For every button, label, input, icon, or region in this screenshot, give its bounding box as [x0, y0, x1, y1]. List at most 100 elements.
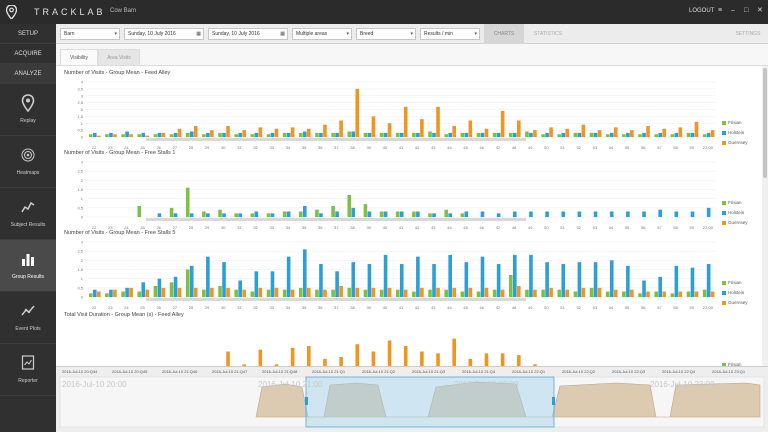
bar-frisian: [557, 289, 562, 297]
bar-holstein: [222, 262, 226, 297]
bar-holstein: [674, 265, 679, 297]
sidebar-item-subject-results[interactable]: Subject Results: [0, 188, 56, 240]
legend-swatch: [722, 362, 726, 366]
x-tick-label: 56: [641, 225, 646, 230]
bar-frisian: [266, 289, 271, 297]
timeline-tick-label: 2016-Jul-10 22:Q3: [612, 369, 646, 374]
tab-visibility[interactable]: Visibility: [60, 49, 98, 66]
bar-frisian: [654, 291, 658, 297]
bar-frisian: [509, 132, 513, 137]
sidebar-item-label: Group Results: [12, 274, 44, 280]
x-tick-label: 29: [205, 305, 210, 310]
legend-item: Frisian: [722, 200, 748, 210]
bar-frisian: [121, 134, 125, 137]
x-tick-label: 47: [496, 145, 501, 150]
timeline-selection[interactable]: [305, 376, 555, 428]
selection-handle-left[interactable]: [305, 397, 308, 405]
close-icon[interactable]: ✕: [757, 7, 763, 14]
start-date-picker[interactable]: Sunday, 10 July 2016 ▦: [124, 28, 204, 40]
bar-guernsey: [613, 127, 618, 137]
x-tick-label: 31: [237, 305, 242, 310]
minimize-icon[interactable]: –: [731, 7, 735, 14]
timeline-canvas: [59, 376, 765, 428]
chart-range-bar: [146, 298, 526, 301]
sidebar-item-replay[interactable]: Replay: [0, 84, 56, 136]
tab-area-visits[interactable]: Area Visits: [98, 49, 140, 66]
x-tick-label: 50: [544, 145, 549, 150]
bar-guernsey: [678, 127, 683, 137]
bar-holstein: [593, 262, 598, 297]
bar-holstein: [319, 213, 323, 217]
bar-frisian: [509, 275, 513, 297]
bar-holstein: [189, 213, 194, 217]
bar-guernsey: [323, 358, 327, 366]
x-tick-label: 40: [383, 225, 388, 230]
bar-frisian: [670, 293, 675, 297]
legend-label: Holstein: [728, 210, 745, 215]
legend-swatch: [722, 120, 726, 125]
bar-guernsey: [630, 130, 634, 137]
bar-holstein: [254, 211, 259, 217]
x-tick-label: 24: [124, 305, 129, 310]
x-tick-label: 36: [318, 225, 323, 230]
tab-analyze[interactable]: ANALYZE: [0, 64, 56, 84]
tab-statistics[interactable]: STATISTICS: [533, 31, 563, 37]
bar-holstein: [383, 254, 388, 297]
x-tick-label: 40: [383, 145, 388, 150]
logout-button[interactable]: LOGOUT: [689, 8, 715, 14]
bar-holstein: [513, 132, 517, 137]
bar-frisian: [202, 211, 206, 217]
bar-frisian: [525, 289, 529, 297]
bar-guernsey: [517, 286, 521, 297]
breed-dropdown[interactable]: Breed ▾: [356, 28, 416, 40]
bar-holstein: [125, 287, 129, 297]
bar-holstein: [206, 132, 210, 137]
bar-guernsey: [258, 349, 263, 366]
end-date-picker[interactable]: Sunday, 10 July 2016 ▦: [208, 28, 288, 40]
bar-frisian: [460, 132, 465, 137]
bar-frisian: [315, 209, 319, 217]
charts-scrollbar[interactable]: [762, 66, 768, 366]
maximize-icon[interactable]: □: [744, 7, 749, 14]
bar-frisian: [573, 132, 578, 137]
x-tick-label: 37: [334, 225, 339, 230]
legend-label: Guernsey: [728, 140, 748, 145]
sidebar-item-group-results[interactable]: Group Results: [0, 240, 56, 292]
x-tick-label: 37: [334, 145, 339, 150]
bar-frisian: [202, 134, 206, 137]
x-tick-label: 34: [286, 145, 291, 150]
sidebar-item-heatmaps[interactable]: Heatmaps: [0, 136, 56, 188]
barn-dropdown[interactable]: Barn ▾: [60, 28, 120, 40]
bar-holstein: [399, 211, 404, 217]
bar-frisian: [363, 204, 368, 217]
x-tick-label: 57: [657, 145, 662, 150]
bar-holstein: [303, 249, 307, 297]
bar-holstein: [335, 211, 339, 217]
bar-guernsey: [436, 353, 440, 366]
bar-guernsey: [145, 289, 150, 297]
chart-legend: Frisian Holstein Guernsey: [722, 200, 748, 230]
menu-icon[interactable]: ≡: [718, 7, 723, 14]
selection-handle-right[interactable]: [552, 397, 555, 405]
bar-guernsey: [371, 287, 376, 297]
scrollbar-thumb[interactable]: [763, 68, 767, 178]
tab-charts[interactable]: CHARTS: [484, 24, 524, 44]
x-tick-label: 43: [431, 225, 436, 230]
bar-guernsey: [355, 287, 360, 297]
tab-setup[interactable]: SETUP: [0, 24, 56, 44]
bar-guernsey: [549, 127, 553, 137]
bar-frisian: [234, 213, 238, 217]
tab-settings[interactable]: SETTINGS: [735, 31, 761, 37]
bar-holstein: [545, 262, 549, 297]
bar-frisian: [686, 291, 691, 297]
sidebar-item-event-plots[interactable]: Event Plots: [0, 292, 56, 344]
results-dropdown[interactable]: Results / min ▾: [420, 28, 480, 40]
bar-guernsey: [193, 287, 198, 297]
x-tick-label: 58: [673, 305, 678, 310]
tab-acquire[interactable]: ACQUIRE: [0, 44, 56, 64]
areas-dropdown[interactable]: Multiple areas ▾: [292, 28, 352, 40]
sidebar-item-reporter[interactable]: Reporter: [0, 344, 56, 396]
bar-frisian: [654, 134, 658, 137]
bar-guernsey: [242, 130, 246, 137]
